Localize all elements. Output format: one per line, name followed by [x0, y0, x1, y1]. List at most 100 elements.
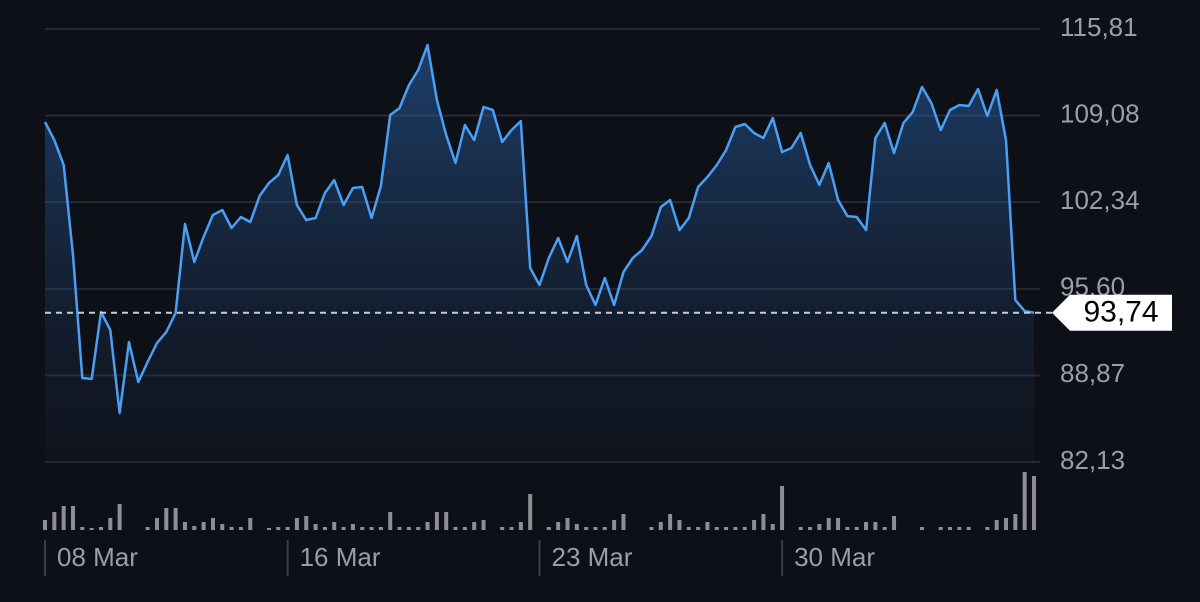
volume-bar — [434, 512, 439, 530]
volume-bar — [80, 527, 85, 530]
volume-bar — [826, 518, 831, 530]
volume-bar — [52, 512, 57, 530]
volume-bar — [313, 524, 318, 530]
volume-bar — [649, 527, 654, 530]
volume-bar — [817, 524, 822, 530]
volume-bar — [966, 527, 971, 530]
volume-bar — [388, 512, 393, 530]
volume-bar — [836, 518, 841, 530]
volume-bar — [780, 486, 785, 530]
x-tick-label: 30 Mar — [794, 542, 875, 572]
y-tick-label: 109,08 — [1060, 98, 1140, 128]
volume-bar — [472, 522, 477, 530]
volume-bar — [201, 522, 206, 530]
volume-bar — [546, 527, 551, 530]
volume-bar — [425, 522, 430, 530]
volume-bar — [808, 527, 813, 530]
volume-bar — [145, 527, 150, 530]
volume-bar — [584, 527, 589, 530]
volume-bar — [770, 524, 775, 530]
volume-bar — [229, 527, 234, 530]
volume-bar — [742, 527, 747, 530]
volume-bar — [1032, 476, 1036, 530]
volume-bar — [724, 527, 729, 530]
volume-bar — [70, 506, 75, 530]
volume-bar — [416, 527, 421, 530]
volume-bar — [761, 514, 766, 530]
volume-bar — [556, 522, 561, 530]
volume-bar — [238, 527, 243, 530]
volume-bar — [397, 527, 402, 530]
volume-bar — [1004, 518, 1009, 530]
volume-bar — [518, 522, 523, 530]
volume-bar — [304, 516, 309, 530]
volume-bar — [948, 527, 953, 530]
volume-bar — [89, 528, 94, 530]
volume-bar — [406, 527, 411, 530]
volume-bar — [602, 527, 607, 530]
volume-bar — [322, 527, 327, 530]
volume-bar — [696, 527, 701, 530]
volume-bar — [332, 522, 337, 530]
area — [45, 45, 1034, 462]
volume-bar — [378, 527, 383, 530]
volume-bar — [192, 526, 197, 530]
y-tick-label: 82,13 — [1060, 445, 1125, 475]
volume-bar — [294, 518, 299, 530]
volume-bar — [220, 524, 225, 530]
volume-bar — [164, 508, 169, 530]
x-tick-label: 16 Mar — [300, 542, 381, 572]
volume-bar — [154, 518, 159, 530]
last-price-tag — [1052, 294, 1172, 331]
price-line — [43, 43, 1035, 415]
volume-bar — [61, 506, 66, 530]
volume-bar — [985, 527, 990, 530]
volume-bar — [593, 527, 598, 530]
volume-bar — [285, 527, 290, 530]
volume-bar — [864, 522, 869, 530]
volume-bar — [798, 527, 803, 530]
volume-bar — [210, 518, 215, 530]
volume-bar — [462, 527, 467, 530]
volume-bar — [1022, 472, 1027, 530]
volume-bar — [248, 518, 253, 530]
volume-bar — [854, 527, 859, 530]
volume-bar — [43, 520, 47, 530]
volume-bar — [658, 522, 663, 530]
volume-bar — [565, 518, 570, 530]
volume-bar — [528, 494, 533, 530]
volume-bar — [117, 504, 122, 530]
volume-bar — [173, 508, 178, 530]
volume-bar — [845, 527, 850, 530]
volume-bar — [873, 522, 878, 530]
volume-bar — [733, 527, 738, 530]
volume-bar — [668, 514, 673, 530]
y-tick-label: 102,34 — [1060, 185, 1140, 215]
volume-bar — [182, 522, 187, 530]
volume-bar — [892, 516, 897, 530]
volume-bar — [882, 527, 887, 530]
volume-bar — [1013, 514, 1018, 530]
volume-bar — [920, 527, 925, 530]
volume-bar — [369, 527, 374, 530]
x-tick-label: 23 Mar — [552, 542, 633, 572]
volume-bar — [612, 520, 617, 530]
volume-bar — [574, 524, 579, 530]
y-tick-label: 115,81 — [1060, 12, 1138, 42]
volume-bar — [350, 524, 355, 530]
volume-bar — [360, 527, 365, 530]
volume-bar — [686, 527, 691, 530]
volume-bar — [994, 520, 999, 530]
volume-bar — [714, 527, 719, 530]
volume-bar — [500, 527, 505, 530]
volume-bar — [444, 512, 449, 530]
volume-bar — [108, 518, 113, 530]
x-tick-label: 08 Mar — [57, 542, 138, 572]
volume-bar — [481, 520, 486, 530]
volume-bar — [341, 527, 346, 530]
y-tick-label: 88,87 — [1060, 358, 1125, 388]
volume-bar — [453, 527, 458, 530]
volume-bar — [705, 522, 710, 530]
